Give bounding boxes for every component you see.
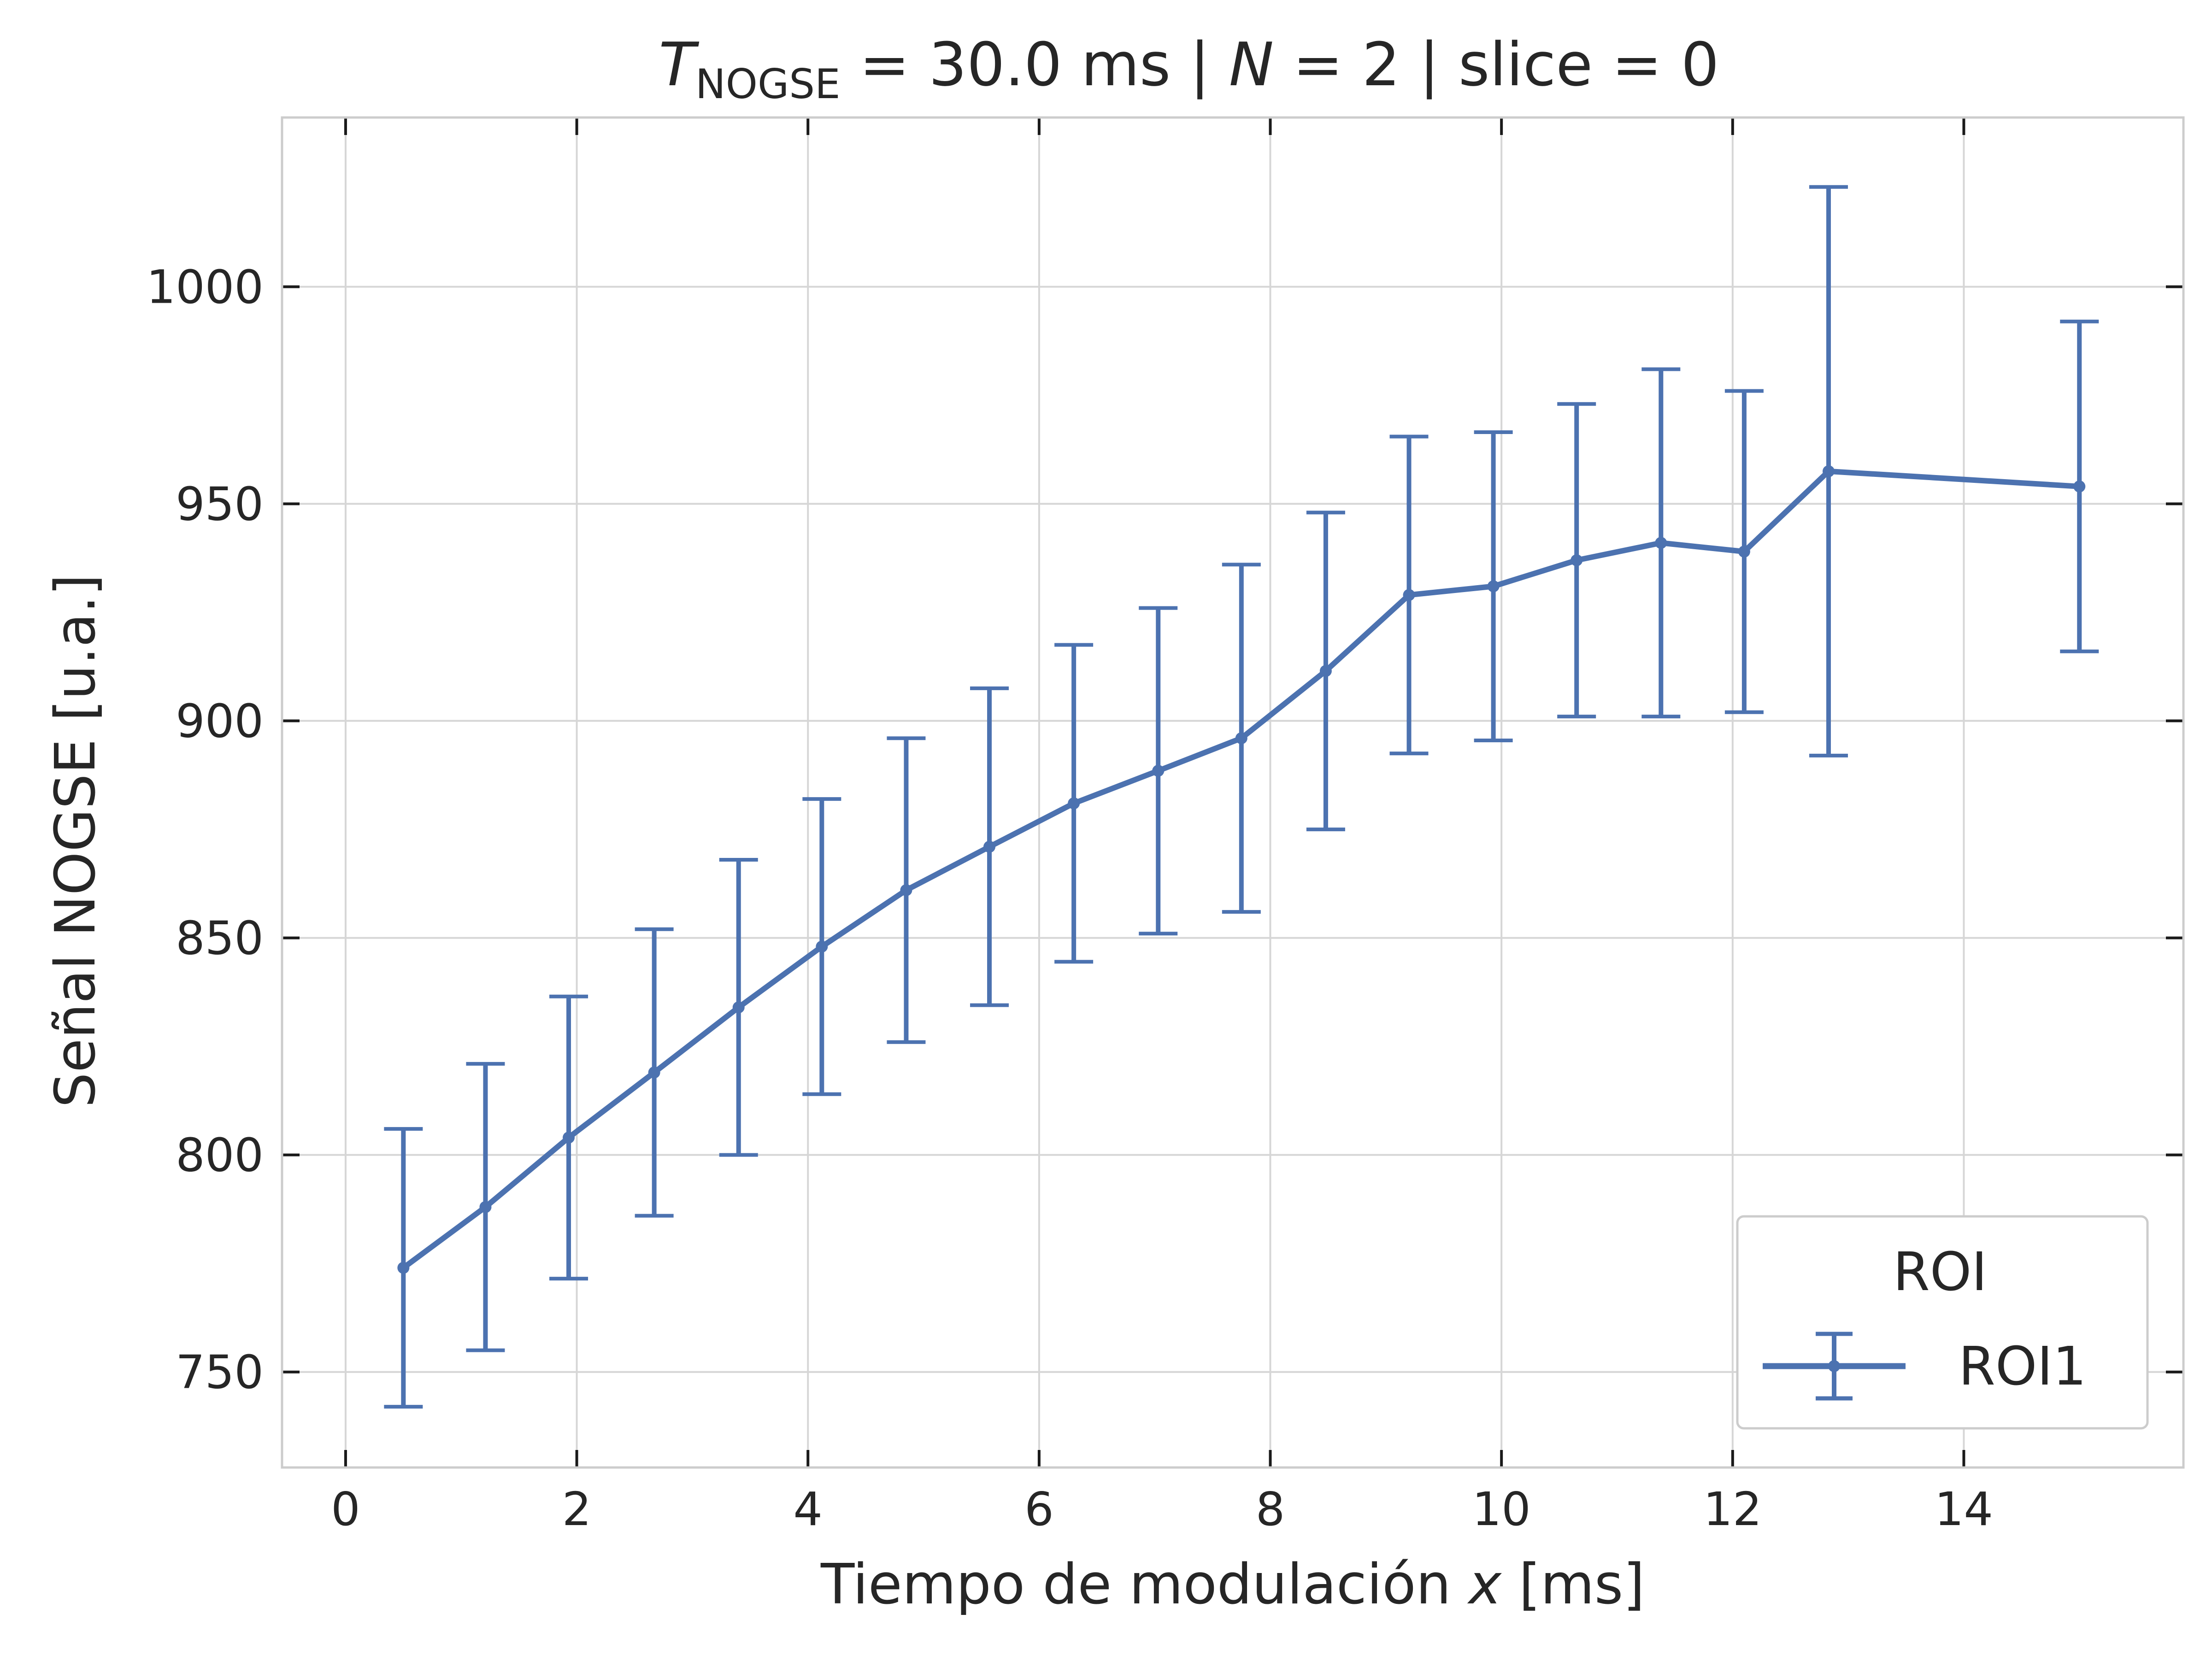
data-point bbox=[2073, 480, 2086, 493]
x-axis-label-var: x bbox=[1467, 1553, 1502, 1617]
x-axis-label-prefix: Tiempo de modulación bbox=[820, 1553, 1469, 1617]
x-tick-label: 14 bbox=[1935, 1482, 1993, 1536]
data-point bbox=[397, 1262, 410, 1274]
title-symbol: T bbox=[659, 29, 699, 100]
data-point bbox=[816, 940, 828, 953]
data-point bbox=[1655, 537, 1667, 549]
series-roi1 bbox=[384, 185, 2099, 1409]
y-axis-label: Señal NOGSE [u.a.] bbox=[44, 574, 108, 1108]
data-point bbox=[1068, 797, 1080, 810]
x-tick-label: 12 bbox=[1703, 1482, 1762, 1536]
data-point bbox=[648, 1066, 660, 1079]
data-point bbox=[1235, 732, 1247, 745]
x-axis-label: Tiempo de modulación x [ms] bbox=[820, 1553, 1645, 1617]
legend-label-roi1: ROI1 bbox=[1959, 1336, 2087, 1397]
legend-box bbox=[1736, 1215, 2149, 1430]
y-tick-label: 800 bbox=[176, 1128, 264, 1182]
title-n-symbol: N bbox=[1229, 29, 1274, 100]
data-point bbox=[563, 1131, 575, 1144]
legend-entry-roi1: ROI1 bbox=[1763, 1332, 2087, 1401]
data-point bbox=[900, 884, 912, 896]
y-tick-label: 750 bbox=[176, 1345, 264, 1399]
data-point bbox=[1822, 465, 1835, 477]
tick-marks bbox=[282, 117, 2183, 1467]
x-tick-label: 10 bbox=[1472, 1482, 1531, 1536]
title-part1: = 30.0 ms | bbox=[841, 29, 1229, 100]
title-part2: = 2 | slice = 0 bbox=[1274, 29, 1719, 100]
data-point bbox=[1487, 580, 1500, 593]
data-point bbox=[983, 840, 996, 853]
x-tick-label: 0 bbox=[331, 1482, 360, 1536]
data-point bbox=[1403, 589, 1415, 601]
legend: ROI ROI1 bbox=[1736, 1215, 2149, 1430]
y-tick-label: 850 bbox=[176, 911, 264, 965]
x-tick-label: 8 bbox=[1256, 1482, 1285, 1536]
tick-labels: 0 2 4 6 8 10 12 14 750 800 850 900 950 1000 bbox=[147, 260, 1994, 1536]
x-axis-label-suffix: [ms] bbox=[1501, 1553, 1645, 1617]
data-point bbox=[1738, 546, 1750, 558]
data-point bbox=[1152, 764, 1165, 777]
y-tick-label: 1000 bbox=[147, 260, 264, 314]
legend-title: ROI bbox=[1893, 1241, 1987, 1303]
y-tick-label: 950 bbox=[176, 477, 264, 531]
x-tick-label: 4 bbox=[793, 1482, 823, 1536]
data-point bbox=[479, 1201, 492, 1213]
y-tick-label: 900 bbox=[176, 694, 264, 748]
x-tick-label: 6 bbox=[1024, 1482, 1054, 1536]
chart-title: TNOGSE = 30.0 ms | N = 2 | slice = 0 bbox=[659, 29, 1719, 108]
data-point bbox=[1571, 554, 1583, 566]
x-tick-label: 2 bbox=[562, 1482, 592, 1536]
series-layer bbox=[384, 185, 2099, 1409]
data-point bbox=[732, 1001, 745, 1014]
plot-frame bbox=[281, 116, 2185, 1469]
grid bbox=[282, 117, 2183, 1467]
title-subscript: NOGSE bbox=[695, 60, 841, 108]
legend-marker bbox=[1828, 1360, 1840, 1372]
data-point bbox=[1319, 665, 1332, 677]
